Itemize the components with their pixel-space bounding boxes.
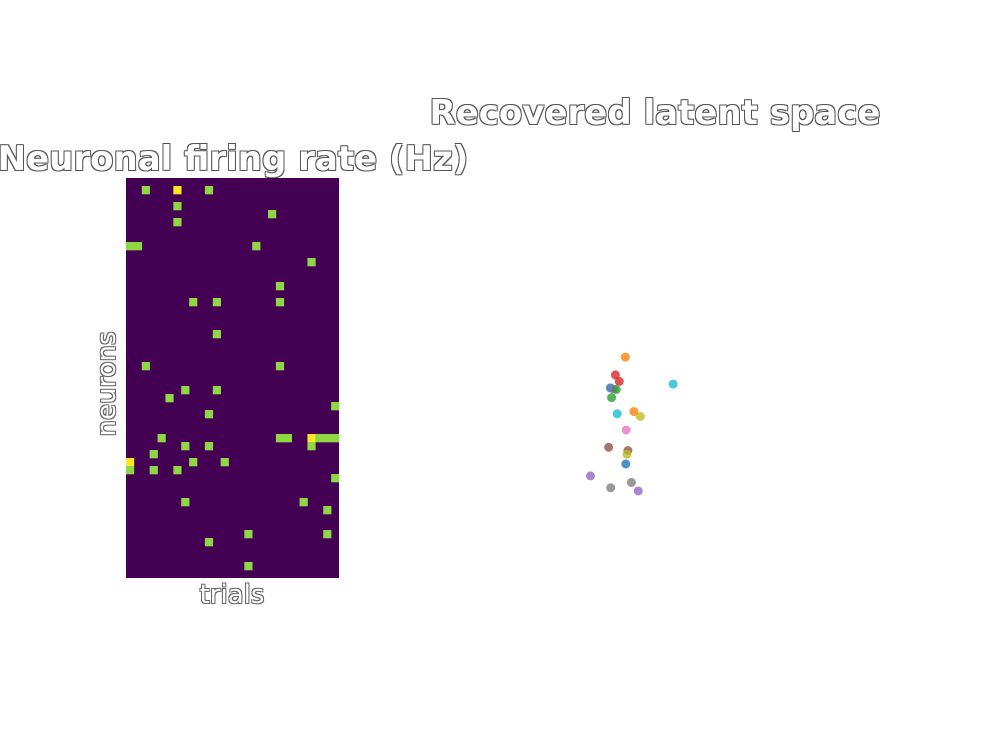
heatmap-cell	[141, 186, 150, 195]
heatmap-cell	[181, 442, 190, 451]
heatmap-title: Neuronal firing rate (Hz)	[0, 139, 469, 179]
heatmap-cell	[189, 458, 198, 467]
heatmap-cell	[331, 402, 340, 411]
heatmap-cell	[212, 330, 221, 339]
heatmap-cell	[283, 434, 292, 443]
heatmap-cell	[220, 458, 229, 467]
heatmap-cell	[189, 298, 198, 307]
scatter-point	[612, 409, 622, 419]
heatmap-cell	[173, 218, 182, 227]
heatmap-cell	[307, 258, 316, 267]
heatmap-cell	[141, 362, 150, 371]
heatmap-cell	[323, 434, 332, 443]
scatter-point	[607, 393, 617, 403]
heatmap-cell	[149, 466, 158, 475]
heatmap-cell	[149, 450, 158, 459]
heatmap-cell	[331, 434, 340, 443]
scatter-point	[620, 352, 630, 362]
heatmap-cell	[252, 242, 261, 251]
heatmap-cell	[157, 434, 166, 443]
heatmap	[126, 178, 340, 578]
heatmap-cell	[173, 466, 182, 475]
scatter-point	[633, 486, 643, 496]
heatmap-cell	[173, 186, 182, 195]
heatmap-cell	[307, 434, 316, 443]
scatter-title: Recovered latent space	[429, 93, 881, 133]
heatmap-cell	[307, 442, 316, 451]
heatmap-cell	[331, 474, 340, 483]
heatmap-cell	[126, 242, 135, 251]
heatmap-cell	[323, 506, 332, 515]
heatmap-cell	[181, 498, 190, 507]
scatter-point	[621, 459, 631, 469]
heatmap-cell	[204, 186, 214, 195]
heatmap-cell	[165, 394, 174, 403]
heatmap-cell	[212, 386, 221, 395]
heatmap-cell	[275, 362, 285, 371]
heatmap-cell	[275, 298, 285, 307]
scatter-point	[621, 425, 631, 435]
heatmap-cell	[315, 434, 324, 443]
scatter-point	[586, 471, 595, 481]
heatmap-cell	[133, 242, 143, 251]
scatter-plot	[586, 352, 678, 496]
heatmap-x-axis-label: trials	[199, 580, 265, 610]
heatmap-cell	[204, 410, 214, 419]
scatter-point	[614, 376, 624, 386]
scatter-point	[629, 407, 639, 417]
heatmap-cell	[212, 298, 221, 307]
heatmap-cell	[275, 282, 285, 291]
heatmap-cell	[268, 210, 277, 219]
scatter-point	[635, 412, 645, 421]
scatter-point	[610, 370, 620, 380]
heatmap-cell	[173, 202, 182, 211]
scatter-point	[604, 442, 614, 452]
heatmap-cell	[126, 458, 135, 467]
scatter-point	[626, 477, 636, 487]
heatmap-cell	[244, 530, 253, 539]
scatter-point	[668, 379, 678, 389]
heatmap-background	[126, 178, 339, 578]
heatmap-cell	[244, 562, 253, 571]
heatmap-cell	[181, 386, 190, 395]
scatter-point	[611, 385, 621, 394]
heatmap-cell	[204, 442, 214, 451]
heatmap-y-axis-label: neurons	[92, 331, 122, 437]
heatmap-cell	[299, 498, 308, 507]
heatmap-cell	[275, 434, 285, 443]
heatmap-cell	[204, 538, 214, 547]
heatmap-cell	[323, 530, 332, 539]
heatmap-cell	[126, 466, 135, 475]
scatter-point	[606, 483, 616, 493]
scatter-point	[622, 449, 632, 459]
